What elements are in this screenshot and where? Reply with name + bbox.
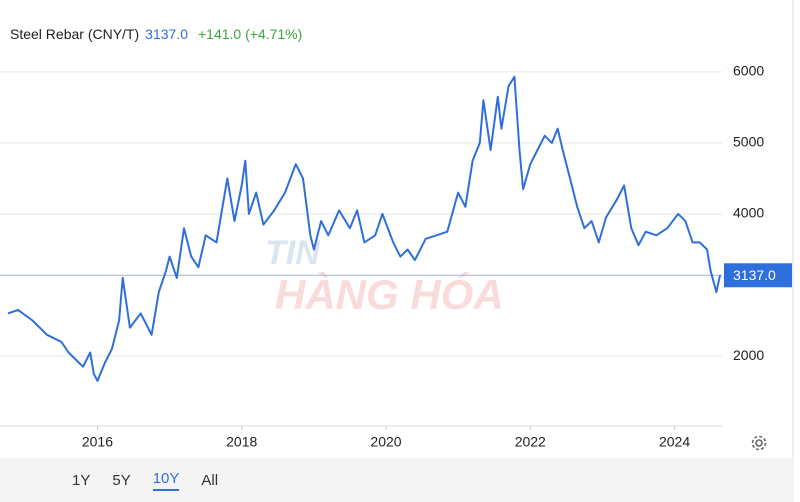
watermark-text: TIN [265, 234, 321, 272]
x-tick-label: 2016 [82, 434, 113, 450]
range-button[interactable]: 1Y [72, 471, 91, 489]
range-button[interactable]: 5Y [112, 471, 131, 489]
title: Steel Rebar (CNY/T) [10, 26, 139, 42]
chart-header: Steel Rebar (CNY/T) 3137.0 +141.0 (+4.71%) [10, 26, 302, 42]
range-button[interactable]: All [201, 471, 219, 489]
price: 3137.0 [145, 26, 188, 42]
x-tick-label: 2024 [659, 434, 690, 450]
watermark-text: HÀNG HÓA [275, 271, 504, 318]
x-tick-label: 2020 [370, 434, 401, 450]
y-tick-label: 6000 [733, 63, 764, 79]
chart: Steel Rebar (CNY/T) 3137.0 +141.0 (+4.71%)… [0, 0, 794, 458]
y-tick-label: 5000 [733, 134, 764, 150]
range-button[interactable]: 10Y [152, 470, 180, 491]
y-tick-label: 4000 [733, 205, 764, 221]
change: +141.0 (+4.71%) [198, 26, 302, 42]
range-bar: 1Y 5Y 10Y All [0, 458, 794, 502]
price-line [7, 75, 721, 382]
last-value-label: 3137.0 [733, 267, 776, 283]
last-value-tag [724, 263, 792, 288]
x-tick-label: 2018 [226, 434, 257, 450]
x-tick-label: 2022 [515, 434, 546, 450]
settings-icon[interactable] [751, 435, 767, 451]
y-tick-label: 2000 [733, 347, 764, 363]
